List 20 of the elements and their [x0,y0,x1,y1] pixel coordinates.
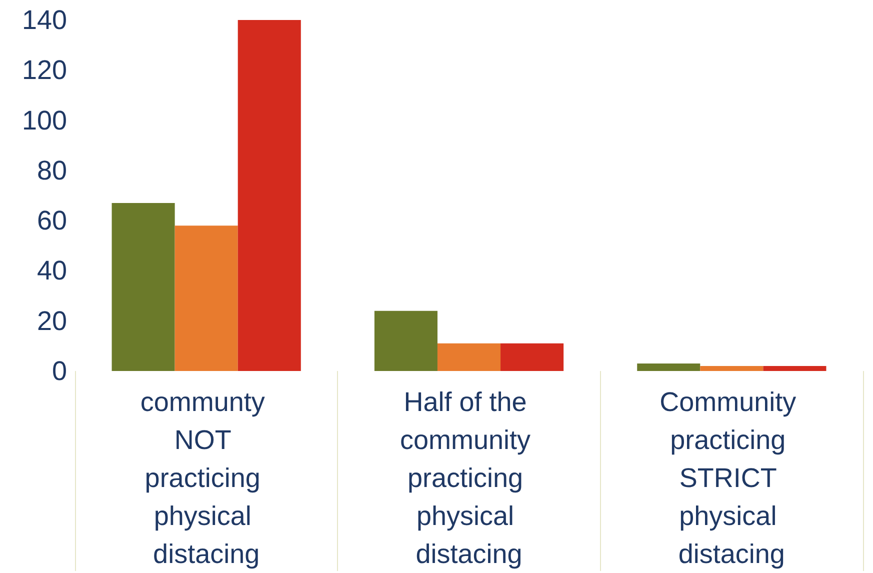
y-tick-label: 80 [36,155,67,186]
y-tick-label: 0 [52,356,67,386]
bar [500,343,564,371]
x-tick-label: communty NOT practicing physical distacing [140,387,272,569]
bar [637,363,700,371]
y-tick-label: 100 [22,105,67,136]
bar [238,20,301,371]
bar [174,226,238,371]
y-tick-label: 40 [36,256,67,286]
bar [112,203,175,371]
y-tick-label: 120 [22,55,67,86]
bar [763,366,826,371]
bar [437,343,501,371]
x-tick-label: Community practicing STRICT physical distacing [660,387,804,569]
y-tick-label: 140 [22,5,67,35]
bar [374,310,438,371]
y-tick-label: 60 [36,206,67,236]
y-tick-label: 20 [36,306,67,336]
bar [700,366,764,371]
x-tick-label: Half of the community practicing physical distacing [400,387,538,569]
